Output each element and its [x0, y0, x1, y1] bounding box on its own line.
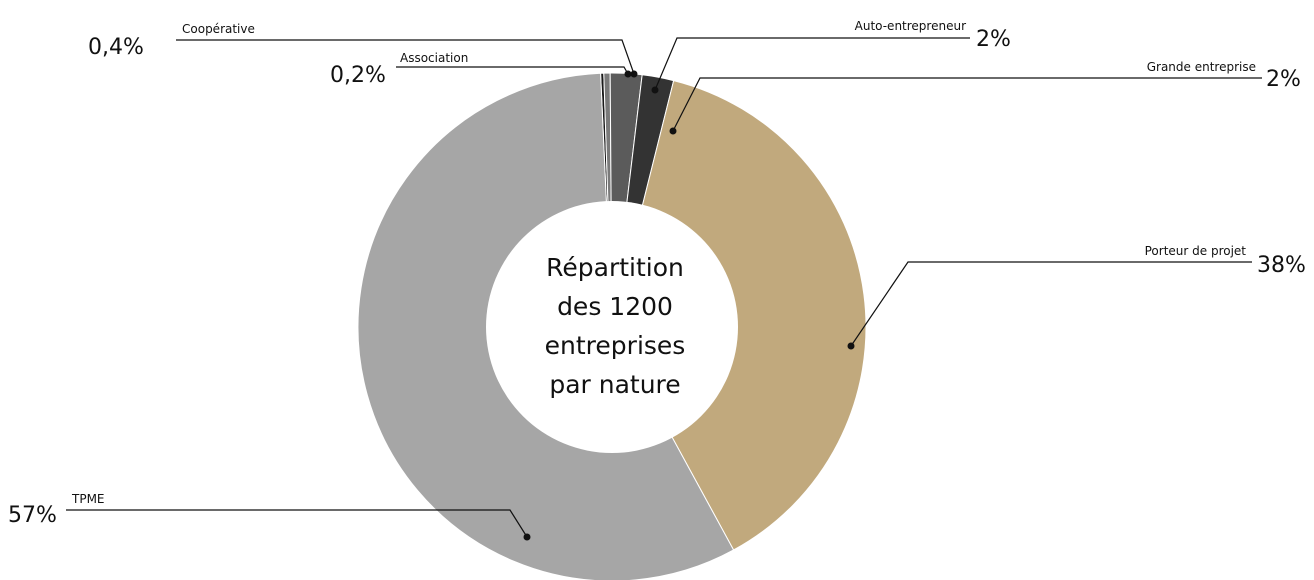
- series-label-grande-entreprise: Grande entreprise: [1147, 60, 1256, 74]
- callout-cooperative: 0,4% Coopérative: [88, 22, 638, 78]
- percent-label-cooperative: 0,4%: [88, 35, 144, 60]
- callout-tpme: 57% TPME: [8, 492, 531, 541]
- callout-association: 0,2% Association: [330, 51, 632, 88]
- series-label-auto-entrepreneur: Auto-entrepreneur: [855, 19, 966, 33]
- series-label-cooperative: Coopérative: [182, 22, 255, 36]
- percent-label-tpme: 57%: [8, 503, 57, 528]
- center-title-line-4: par nature: [549, 370, 680, 399]
- percent-label-association: 0,2%: [330, 63, 386, 88]
- series-label-association: Association: [400, 51, 468, 65]
- callout-grande-entreprise: Grande entreprise 2%: [669, 60, 1301, 135]
- center-title-line-1: Répartition: [546, 253, 684, 282]
- callout-porteur-de-projet: Porteur de projet 38%: [847, 244, 1306, 350]
- percent-label-porteur-de-projet: 38%: [1257, 253, 1306, 278]
- series-label-tpme: TPME: [71, 492, 105, 506]
- series-label-porteur-de-projet: Porteur de projet: [1145, 244, 1247, 258]
- center-title-line-2: des 1200: [557, 292, 673, 321]
- center-title-line-3: entreprises: [545, 331, 686, 360]
- percent-label-auto-entrepreneur: 2%: [976, 27, 1011, 52]
- donut-hole: [486, 201, 738, 453]
- callout-auto-entrepreneur: Auto-entrepreneur 2%: [651, 19, 1011, 94]
- percent-label-grande-entreprise: 2%: [1266, 67, 1301, 92]
